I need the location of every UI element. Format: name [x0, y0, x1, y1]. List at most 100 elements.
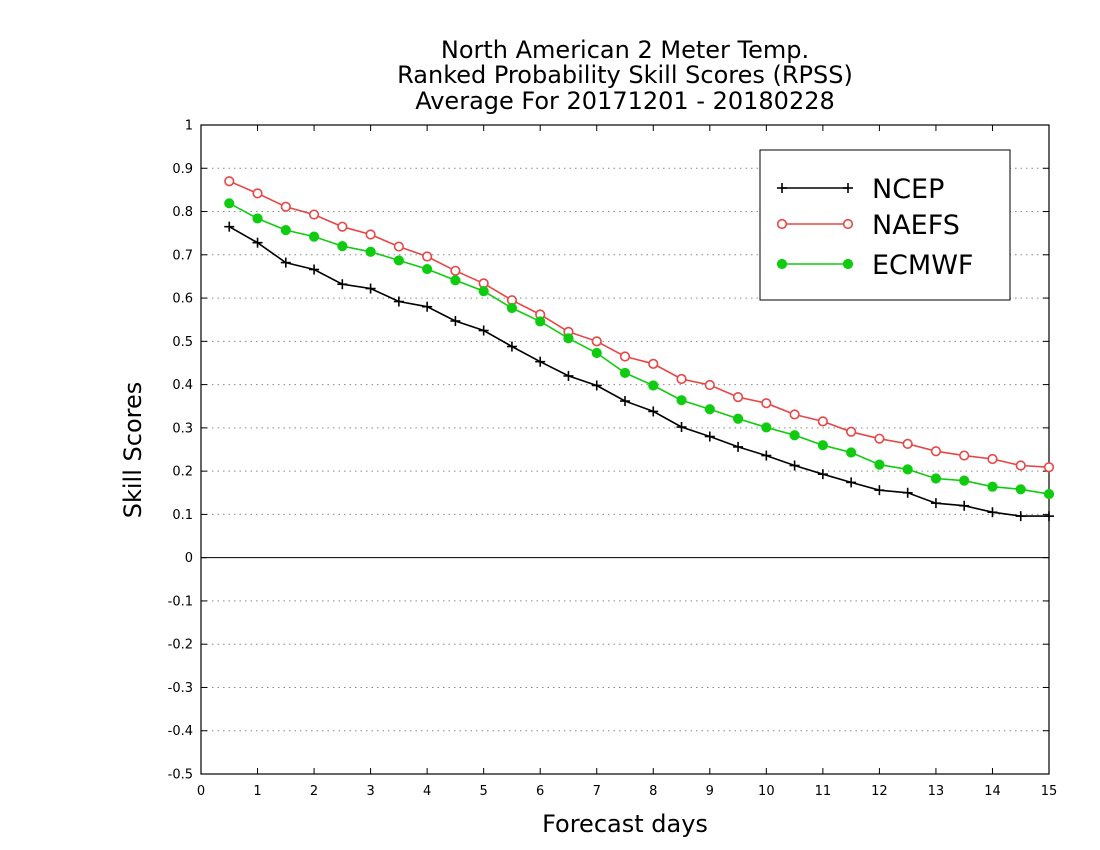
data-point-ecmwf	[902, 464, 913, 475]
y-tick-label: -0.1	[168, 594, 193, 609]
data-point-ncep	[1015, 511, 1026, 522]
data-point-ecmwf	[422, 263, 433, 275]
data-point-ncep	[252, 237, 263, 248]
series-ecmwf	[224, 198, 1055, 500]
series-naefs	[224, 176, 1055, 473]
x-tick-label: 6	[536, 784, 544, 799]
legend-label-naefs: NAEFS	[872, 210, 960, 241]
data-point-naefs	[619, 351, 631, 362]
y-tick-label: 0.8	[172, 205, 193, 220]
title-line-3: Average For 20171201 - 20180228	[415, 87, 835, 115]
legend-marker-naefs	[776, 218, 788, 230]
data-point-ecmwf	[987, 481, 998, 492]
x-axis-label: Forecast days	[542, 810, 708, 838]
x-tick-label: 3	[366, 784, 374, 799]
data-point-ncep	[535, 356, 546, 367]
data-point-ncep	[817, 469, 828, 480]
data-point-ecmwf	[704, 404, 715, 415]
legend-marker-ecmwf	[842, 258, 854, 270]
x-tick-label: 14	[984, 784, 1001, 799]
data-point-ecmwf	[648, 380, 659, 391]
data-point-ncep	[733, 441, 744, 452]
data-point-naefs	[789, 409, 800, 420]
x-tick-label: 12	[871, 784, 888, 799]
legend-box	[759, 149, 1011, 301]
data-point-naefs	[393, 241, 404, 252]
data-point-naefs	[761, 398, 772, 409]
data-point-ncep	[393, 296, 404, 307]
data-point-naefs	[280, 201, 291, 212]
x-tick-label: 13	[928, 784, 945, 799]
data-point-ecmwf	[591, 347, 602, 359]
y-tick-label: 0.4	[172, 378, 193, 393]
data-point-ecmwf	[1043, 488, 1055, 500]
data-point-ncep	[789, 460, 800, 471]
y-tick-label: 0.9	[172, 162, 193, 177]
legend-item-ecmwf: ECMWF	[776, 250, 973, 281]
data-point-ncep	[987, 507, 998, 518]
x-tick-label: 9	[706, 784, 714, 799]
y-tick-label: 0.7	[172, 248, 193, 263]
y-tick-label: 0.5	[172, 335, 193, 350]
data-point-naefs	[676, 373, 687, 385]
x-tick-label: 7	[593, 784, 601, 799]
data-point-naefs	[732, 392, 744, 403]
data-point-ncep	[959, 500, 970, 511]
data-point-ncep	[506, 341, 517, 352]
data-point-naefs	[1043, 462, 1055, 473]
plot-frame	[200, 124, 1050, 775]
x-tick-label: 1	[253, 784, 261, 799]
title-line-1: North American 2 Meter Temp.	[441, 36, 809, 64]
x-tick-label: 2	[310, 784, 318, 799]
y-tick-label: 0.2	[172, 465, 193, 480]
data-point-naefs	[959, 450, 970, 461]
data-point-ecmwf	[789, 430, 800, 441]
data-point-ecmwf	[563, 333, 574, 344]
data-point-ncep	[422, 301, 433, 312]
y-tick-label: 0.1	[172, 508, 193, 523]
title-line-2: Ranked Probability Skill Scores (RPSS)	[397, 61, 853, 89]
legend-label-ecmwf: ECMWF	[872, 250, 973, 281]
data-point-naefs	[902, 438, 913, 449]
data-point-ecmwf	[761, 422, 772, 433]
data-point-naefs	[987, 453, 998, 465]
y-tick-label: 1	[185, 119, 193, 134]
data-point-ncep	[309, 264, 320, 275]
data-point-ncep	[874, 485, 885, 496]
y-tick-label: 0.3	[172, 421, 193, 436]
data-point-ecmwf	[224, 198, 235, 209]
data-point-naefs	[224, 176, 235, 187]
data-point-ecmwf	[506, 302, 518, 314]
legend: NCEP NAEFS ECMWF	[759, 149, 1011, 301]
data-point-ncep	[563, 370, 574, 381]
data-point-naefs	[1015, 460, 1026, 471]
x-tick-label: 4	[423, 784, 431, 799]
data-point-naefs	[874, 433, 885, 444]
data-point-naefs	[252, 188, 263, 199]
data-point-naefs	[846, 426, 857, 437]
data-point-naefs	[308, 209, 320, 220]
data-point-ncep	[902, 487, 913, 498]
data-point-ecmwf	[308, 231, 320, 242]
y-axis-label: Skill Scores	[119, 382, 147, 519]
series-layer	[224, 176, 1055, 522]
data-point-ecmwf	[817, 440, 828, 451]
data-point-ecmwf	[393, 255, 404, 266]
y-tick-label: 0	[185, 551, 193, 566]
data-point-ecmwf	[535, 316, 546, 327]
data-point-ncep	[620, 396, 630, 407]
y-tick-label: -0.4	[168, 724, 193, 739]
series-ncep	[224, 221, 1054, 522]
legend-marker-ncep	[777, 183, 787, 193]
data-point-ncep	[676, 422, 687, 433]
data-point-ecmwf	[252, 213, 263, 224]
data-point-ncep	[648, 406, 659, 417]
x-tick-label: 5	[480, 784, 488, 799]
data-point-ncep	[224, 221, 235, 232]
data-point-ncep	[591, 380, 602, 391]
data-point-naefs	[422, 251, 433, 262]
data-point-ecmwf	[1015, 484, 1026, 495]
legend-marker-ncep	[843, 183, 853, 193]
data-point-ecmwf	[732, 413, 744, 424]
